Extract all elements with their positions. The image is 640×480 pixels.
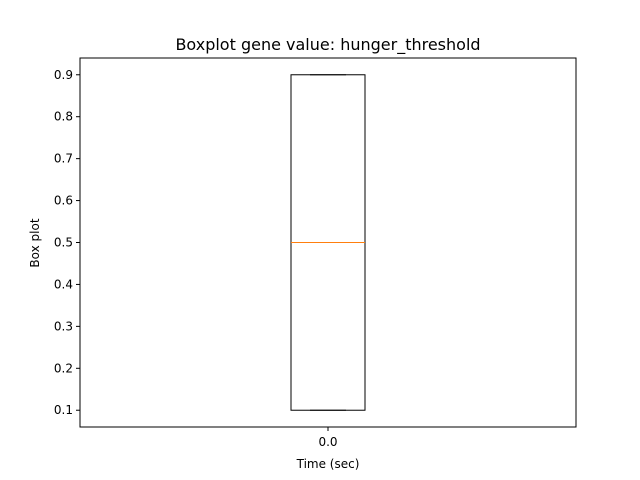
plot-area xyxy=(290,74,366,411)
x-axis-label: Time (sec) xyxy=(296,457,360,471)
x-axis-ticks: 0.0 xyxy=(318,427,338,449)
y-tick-label: 0.1 xyxy=(54,403,73,417)
y-tick-label: 0.4 xyxy=(54,277,73,291)
y-tick-label: 0.9 xyxy=(54,68,73,82)
y-tick-label: 0.8 xyxy=(54,110,73,124)
y-tick-label: 0.5 xyxy=(54,236,73,250)
chart-title: Boxplot gene value: hunger_threshold xyxy=(175,35,480,55)
axes-frame xyxy=(79,57,577,428)
y-tick-label: 0.6 xyxy=(54,194,73,208)
y-axis-label: Box plot xyxy=(28,218,42,267)
y-tick-label: 0.7 xyxy=(54,152,73,166)
y-tick-label: 0.2 xyxy=(54,361,73,375)
x-tick-label: 0.0 xyxy=(318,435,337,449)
y-axis-ticks: 0.1 0.2 0.3 0.4 0.5 0.6 0.7 0.8 0.9 xyxy=(54,68,80,417)
y-tick-label: 0.3 xyxy=(54,319,73,333)
